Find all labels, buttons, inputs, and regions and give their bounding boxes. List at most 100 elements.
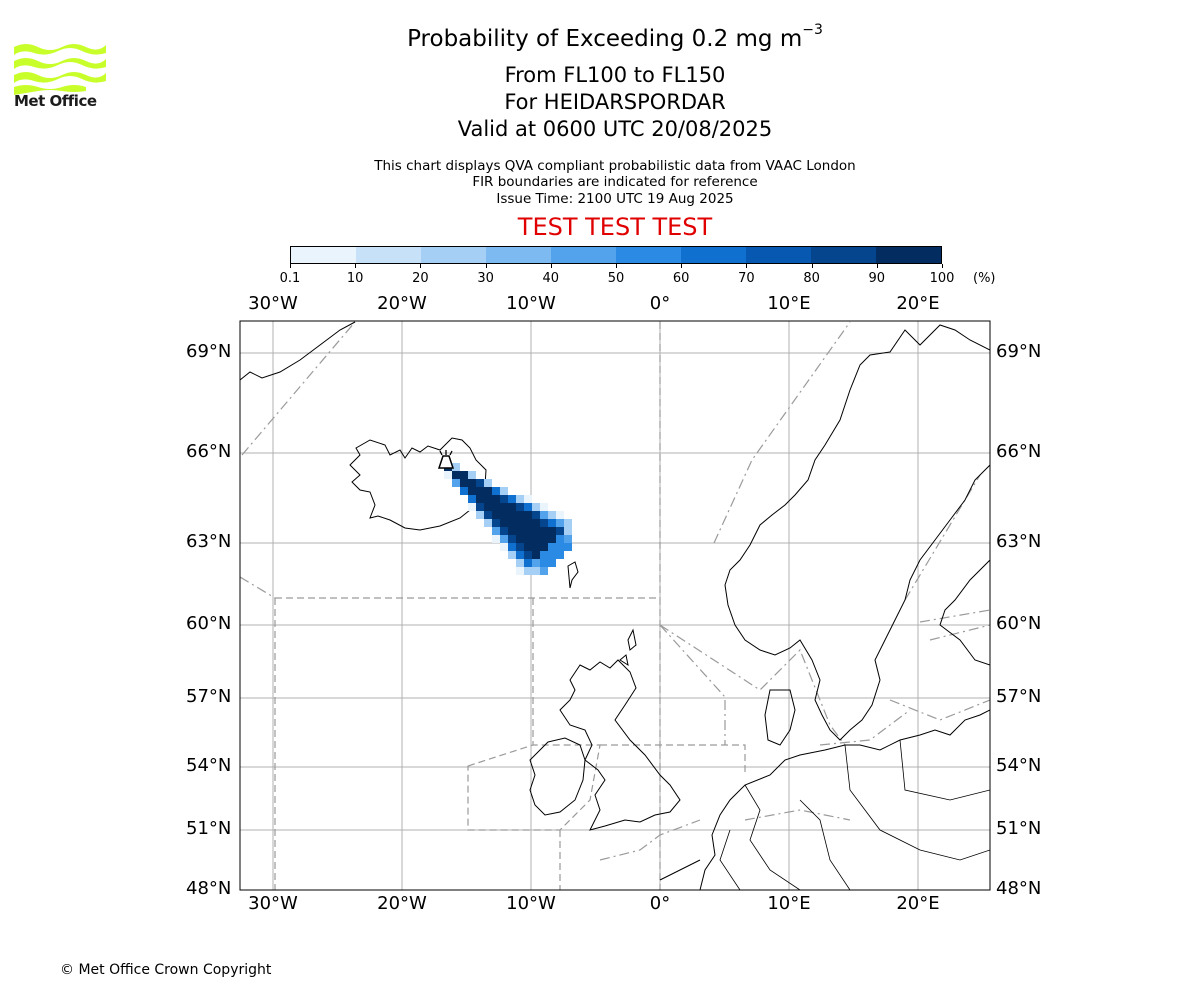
plume-cell [532,519,540,527]
plume-cell [460,479,468,487]
plume-cell [508,535,516,543]
plume-cell [556,527,564,535]
plume-cell [524,511,532,519]
plume-cell [476,479,484,487]
colorbar-tick-label: 100 [929,271,955,286]
colorbar-segment [551,247,616,263]
plume-cell [516,551,524,559]
plume-cell [532,543,540,551]
colorbar-segment [356,247,421,263]
plume-cell [452,471,460,479]
longitude-label-bottom: 20°W [377,893,427,914]
latitude-label-right: 60°N [996,613,1042,634]
plume-cell [500,535,508,543]
colorbar-segment [421,247,486,263]
plume-cell [524,527,532,535]
plume-cell [476,495,484,503]
plume-cell [524,567,532,575]
plume-cell [516,543,524,551]
plume-cell [556,511,564,519]
longitude-label-top: 20°W [377,293,427,314]
plume-cell [492,535,500,543]
plume-cell [500,543,508,551]
plume-cell [492,487,500,495]
copyright: © Met Office Crown Copyright [60,962,272,978]
latitude-label-right: 54°N [996,755,1042,776]
longitude-label-bottom: 10°W [506,893,556,914]
plume-cell [532,511,540,519]
plume-cell [524,519,532,527]
plume-cell [484,487,492,495]
longitude-label-top: 10°E [767,293,811,314]
plume-cell [540,535,548,543]
plume-cell [508,519,516,527]
colorbar-tick-label: 60 [672,271,690,286]
plume-cell [508,527,516,535]
longitude-label-bottom: 20°E [896,893,940,914]
plume-cell [540,543,548,551]
plume-cell [516,527,524,535]
plume-cell [548,535,556,543]
plume-cell [524,559,532,567]
iceland-coast [349,437,487,531]
volcano-icon [437,450,455,469]
plume-cell [532,535,540,543]
plume-cell [468,487,476,495]
colorbar-tick-label: 80 [803,271,820,286]
plume-cell [484,495,492,503]
test-banner: TEST TEST TEST [517,213,713,241]
plume-cell [564,519,572,527]
latitude-label-left: 51°N [186,818,232,839]
plume-cell [540,503,548,511]
met-office-logo [14,44,106,95]
plume-cell [524,503,532,511]
colorbar-tick-label: 0.1 [279,271,301,286]
plume-cell [532,567,540,575]
plume-cell [500,495,508,503]
colorbar-tick-label: 90 [868,271,886,286]
plume-cell [508,543,516,551]
plume-cell [516,519,524,527]
colorbar-unit: (%) [973,271,996,286]
ash-plume [444,463,572,575]
plume-cell [492,519,500,527]
longitude-label-bottom: 10°E [767,893,811,914]
plume-cell [556,519,564,527]
ireland-coast [529,737,586,816]
plume-cell [548,551,556,559]
colorbar-tick-mark [876,264,878,268]
plume-cell [540,567,548,575]
great-britain-coast [559,659,681,831]
plume-cell [484,511,492,519]
plume-cell [508,503,516,511]
latitude-label-right: 66°N [996,441,1042,462]
colorbar-segment [291,247,356,263]
plume-cell [524,543,532,551]
volcano-name: For HEIDARSPORDAR [504,90,726,114]
plume-cell [548,519,556,527]
latitude-label-right: 51°N [996,818,1042,839]
issue-time: Issue Time: 2100 UTC 19 Aug 2025 [496,191,734,207]
longitude-label-top: 10°W [506,293,556,314]
plume-cell [468,503,476,511]
graticule [240,321,990,891]
plume-cell [476,511,484,519]
colorbar-segment [616,247,681,263]
probability-colorbar [290,246,942,264]
plume-cell [460,471,468,479]
plume-cell [548,559,556,567]
plume-cell [548,527,556,535]
latitude-label-left: 60°N [186,613,232,634]
continent-coast [699,709,990,890]
plume-cell [468,479,476,487]
plume-cell [460,487,468,495]
scandinavia-coast [724,324,990,741]
plume-cell [556,535,564,543]
longitude-label-top: 30°W [248,293,298,314]
plume-cell [468,471,476,479]
latitude-label-right: 63°N [996,531,1042,552]
latitude-label-right: 57°N [996,686,1042,707]
info-fir: FIR boundaries are indicated for referen… [472,174,758,190]
latitude-label-left: 48°N [186,878,232,899]
